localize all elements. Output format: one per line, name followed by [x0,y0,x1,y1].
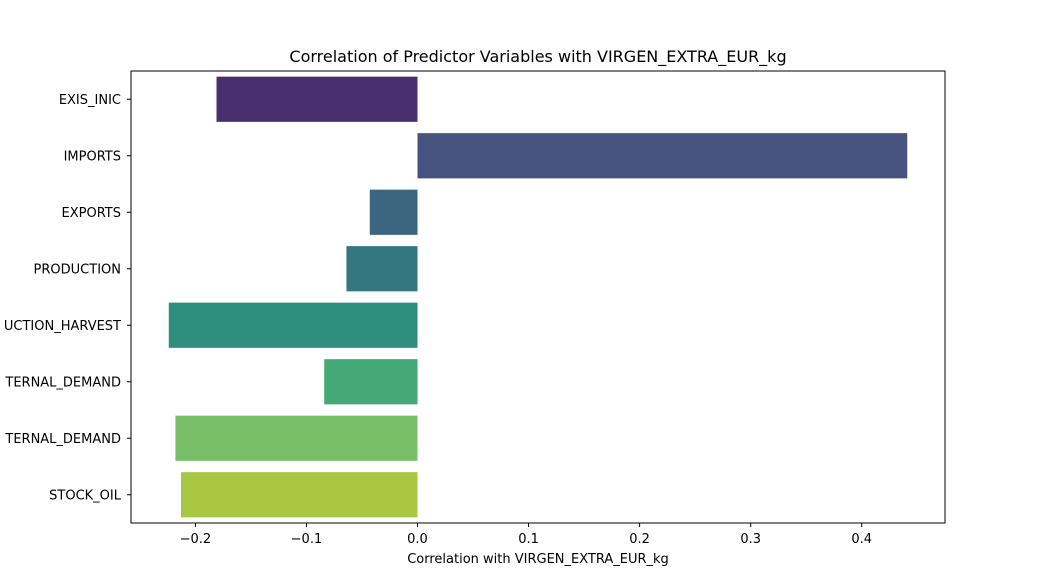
chart-title: Correlation of Predictor Variables with … [289,47,786,67]
bars-group [168,76,908,518]
y-tick-label: TERNAL_DEMAND [4,432,121,447]
x-tick-label: −0.2 [180,532,212,547]
bar [324,359,418,405]
y-tick-label: STOCK_OIL [49,488,122,503]
y-tick-label: EXPORTS [62,206,121,221]
bar [180,472,418,518]
y-tick-label: TERNAL_DEMAND [4,375,121,390]
bar [168,302,418,348]
y-tick-label: EXIS_INIC [59,93,121,108]
x-tick-label: 0.3 [740,532,761,547]
x-tick-label: 0.1 [518,532,539,547]
y-axis: EXIS_INIC IMPORTS EXPORTS PRODUCTION UCTION_… [4,93,131,503]
y-tick-label: UCTION_HARVEST [4,319,121,334]
x-tick-label: 0.2 [629,532,650,547]
y-tick-label: PRODUCTION [34,262,121,277]
x-axis: −0.2 −0.1 0.0 0.1 0.2 0.3 0.4 [180,523,872,547]
x-axis-label: Correlation with VIRGEN_EXTRA_EUR_kg [407,552,669,567]
x-tick-label: −0.1 [291,532,323,547]
bar [216,76,418,122]
x-tick-label: 0.0 [407,532,428,547]
x-tick-label: 0.4 [851,532,872,547]
bar [369,189,418,235]
bar [175,415,418,461]
plot-frame [130,70,946,524]
y-tick-label: IMPORTS [64,149,121,164]
bar [417,133,908,179]
bar [346,246,418,292]
